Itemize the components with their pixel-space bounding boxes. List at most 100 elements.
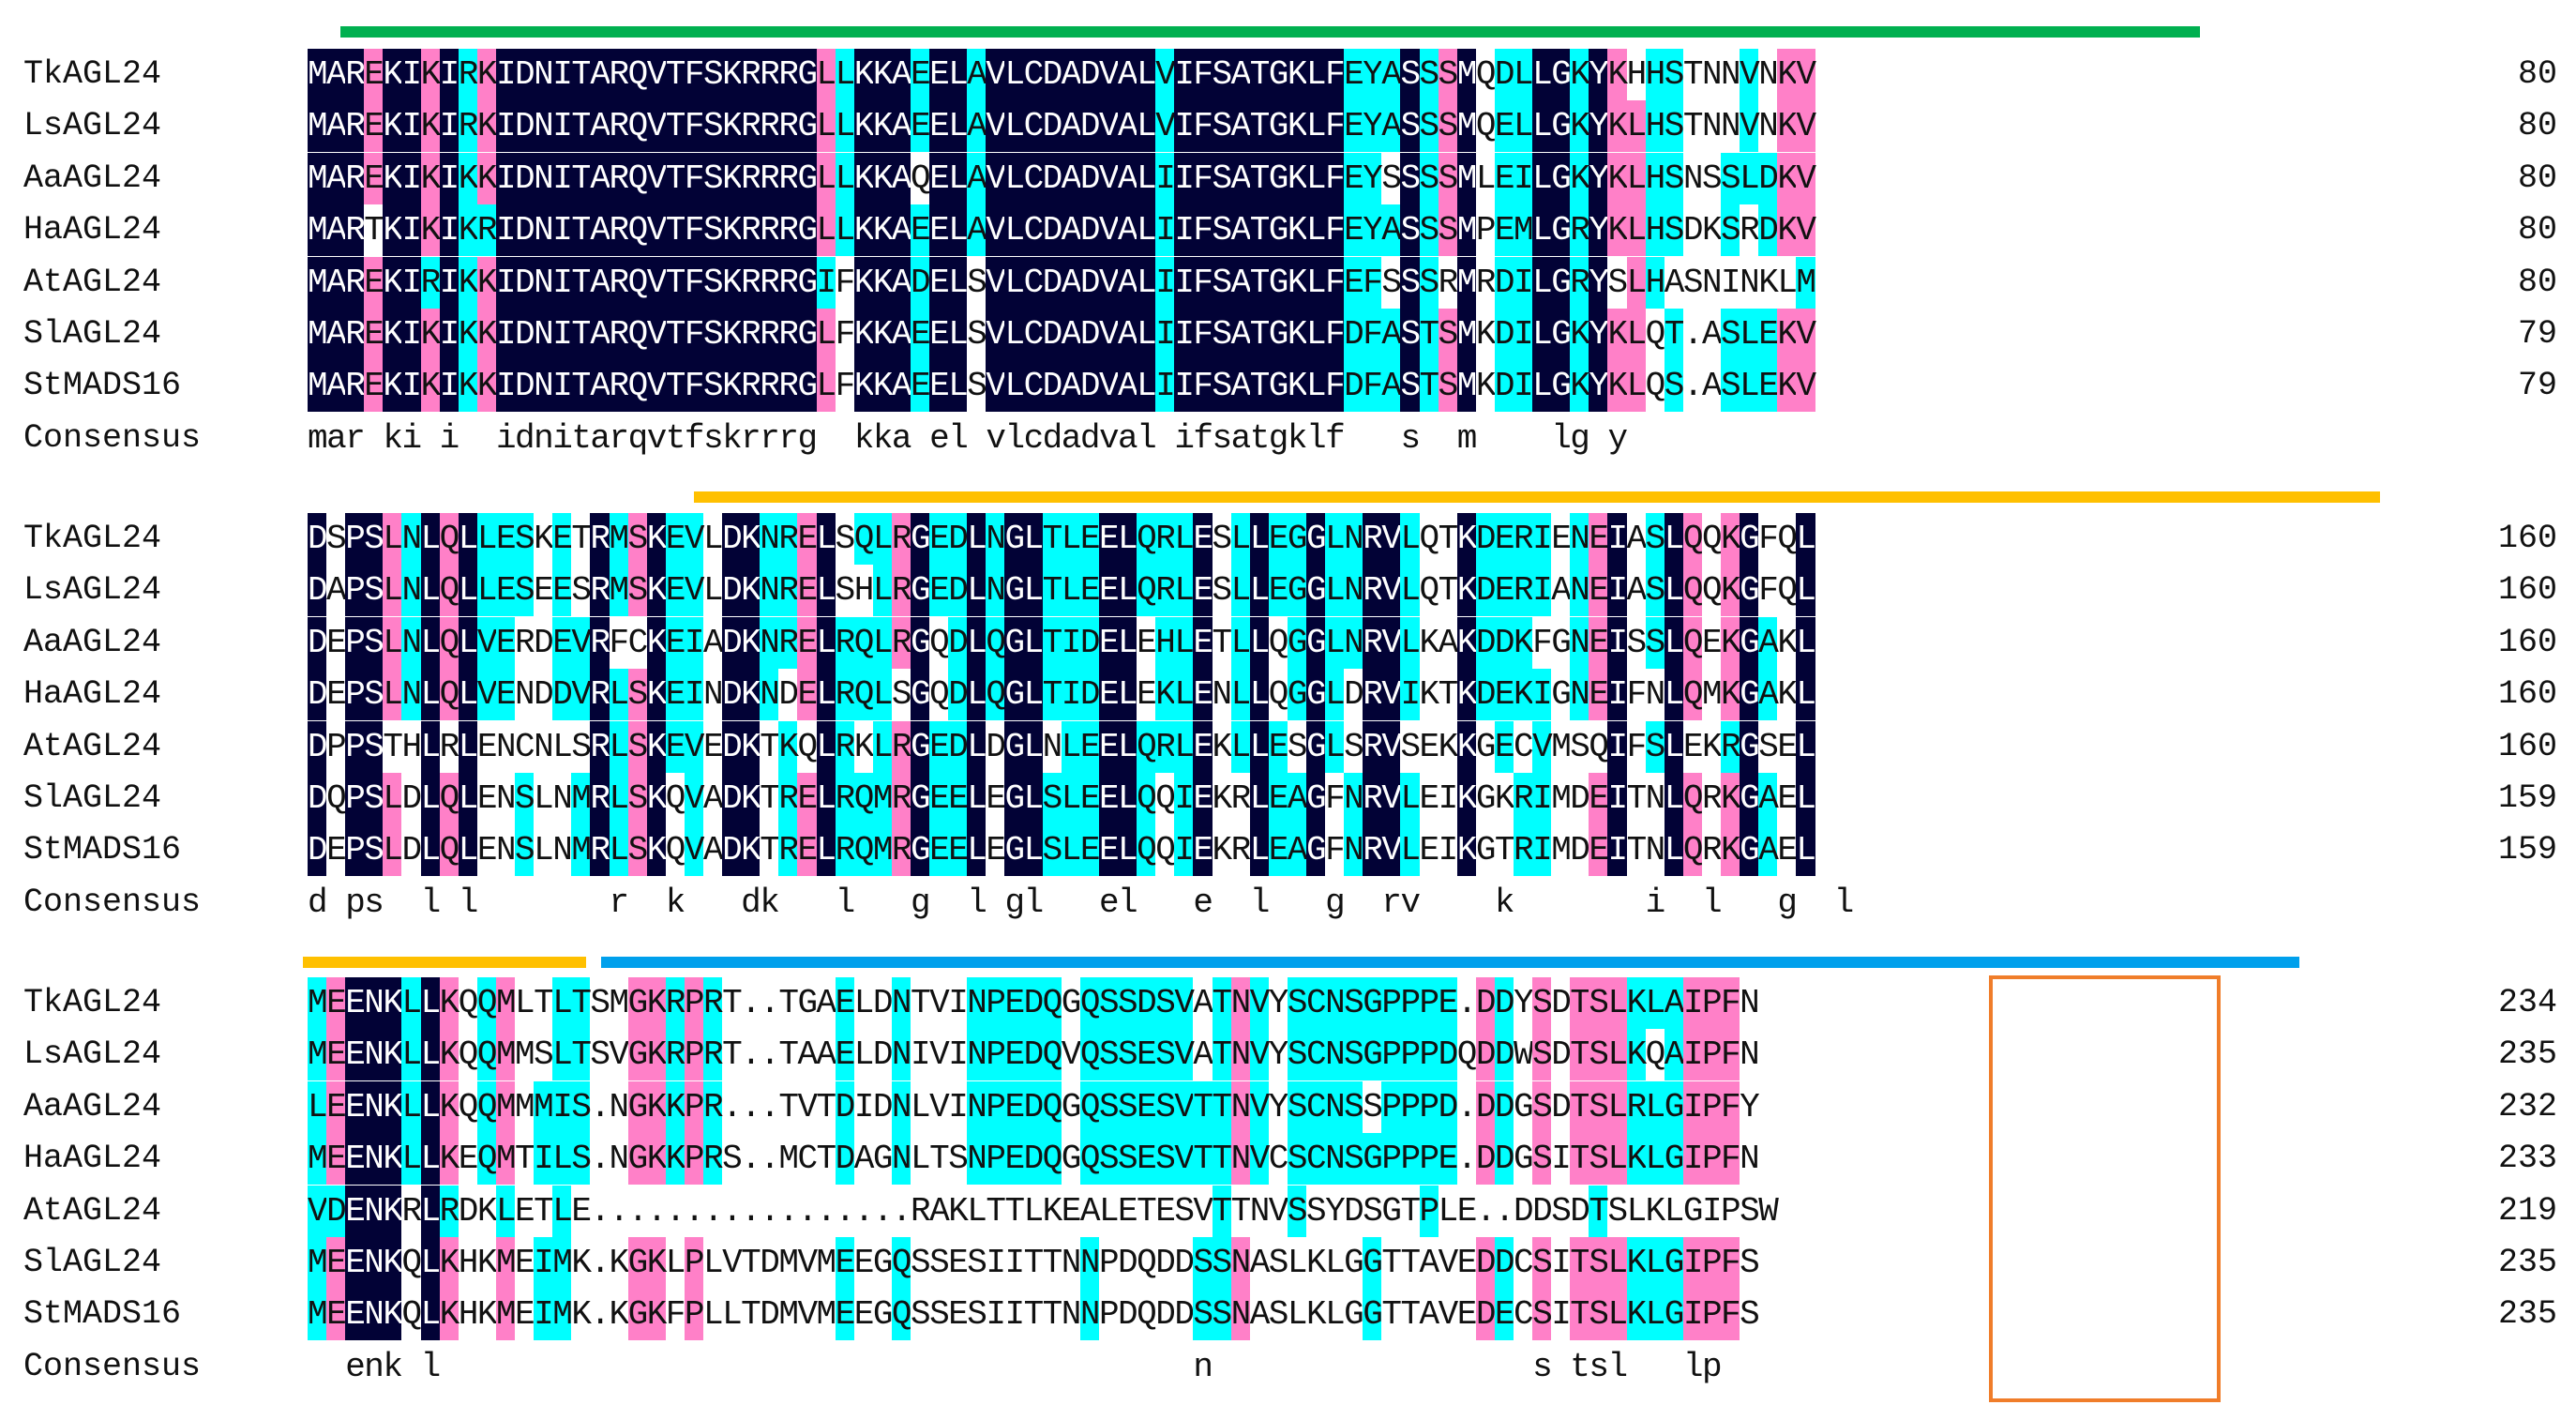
consensus-residue [1099, 1341, 1118, 1393]
residue: P [1381, 977, 1402, 1029]
residue: N [1344, 513, 1364, 565]
residue: T [571, 152, 592, 204]
residue: L [967, 773, 987, 824]
residue: N [1740, 1035, 1760, 1075]
residue: . [760, 1035, 780, 1075]
residue: K [722, 309, 743, 360]
residue: D [1174, 1244, 1195, 1282]
residue: M [534, 1080, 554, 1133]
consensus-residue: l [420, 883, 442, 922]
residue: L [534, 831, 554, 870]
residue: A [326, 49, 347, 100]
residue: A [1701, 315, 1723, 354]
residue: R [609, 256, 629, 309]
residue: I [684, 669, 704, 721]
residue: E [1494, 669, 1515, 721]
residue: T [1682, 107, 1704, 146]
residue: E [1494, 100, 1515, 153]
residue: A [1061, 360, 1081, 413]
residue: V [646, 256, 667, 309]
residue: H [1155, 616, 1176, 669]
consensus-residue: l [1305, 418, 1327, 458]
residue: N [552, 831, 573, 870]
residue: E [1098, 565, 1120, 617]
residue: N [1230, 1080, 1251, 1133]
residue: L [816, 720, 836, 773]
aligned-sequence: MAREKIKIRKIDNITARQVTFSKRRRGLLKKAEELAVLCD… [308, 49, 1816, 100]
residue: V [1381, 720, 1402, 773]
residue: A [1758, 669, 1779, 721]
residue: M [872, 824, 893, 877]
residue: F [665, 1295, 686, 1335]
consensus-residue: r [778, 418, 799, 458]
consensus-residue [401, 877, 420, 929]
consensus-residue: g [1777, 883, 1798, 922]
residue: T [741, 1244, 761, 1282]
residue: C [1514, 1244, 1534, 1282]
residue: L [458, 669, 478, 721]
residue: L [420, 1237, 441, 1289]
residue: K [439, 1080, 459, 1133]
residue: D [1475, 977, 1496, 1029]
residue: L [1023, 565, 1044, 617]
residue: G [1664, 1080, 1684, 1133]
residue: L [1740, 309, 1760, 360]
residue: K [853, 727, 875, 766]
residue: A [929, 1191, 950, 1231]
residue: G [1268, 309, 1288, 360]
residue: L [702, 520, 724, 558]
residue: E [1268, 565, 1288, 617]
residue: E [1589, 513, 1609, 565]
residue: Q [627, 49, 648, 100]
residue: D [1494, 49, 1515, 100]
residue: S [1400, 309, 1421, 360]
residue: D [948, 513, 969, 565]
residue: N [760, 669, 780, 721]
residue: R [702, 1133, 724, 1186]
residue: F [1532, 623, 1553, 662]
residue: S [1118, 1029, 1138, 1081]
residue: L [665, 1244, 686, 1282]
consensus-residue [778, 877, 797, 929]
residue: L [1004, 360, 1025, 413]
residue: E [1456, 1295, 1478, 1335]
residue: N [534, 727, 554, 766]
residue: K [646, 513, 667, 565]
residue: E [665, 565, 685, 617]
residue: . [778, 1191, 799, 1231]
residue: D [1494, 1133, 1515, 1186]
residue: Q [1079, 977, 1100, 1029]
residue: E [1589, 669, 1609, 721]
residue: E [929, 204, 950, 257]
residue: S [1400, 360, 1421, 413]
residue: T [665, 100, 685, 153]
residue: F [1325, 309, 1346, 360]
residue: S [929, 1295, 950, 1335]
consensus-residue [703, 877, 722, 929]
residue: K [872, 309, 893, 360]
residue: N [1325, 1029, 1346, 1081]
consensus-residue [1495, 413, 1514, 464]
residue: I [1607, 669, 1628, 721]
residue: K [1645, 1191, 1666, 1231]
residue: I [495, 360, 517, 413]
consensus-residue: r [741, 418, 761, 458]
residue: V [1438, 1244, 1459, 1282]
residue: M [308, 977, 328, 1029]
residue: S [571, 571, 592, 611]
residue: G [1664, 1289, 1684, 1341]
residue: G [911, 824, 931, 877]
residue: K [609, 1244, 630, 1282]
consensus-residue: d [1079, 418, 1101, 458]
residue: R [1363, 513, 1383, 565]
residue: S [1344, 1080, 1364, 1133]
residue: E [495, 616, 517, 669]
residue: L [420, 1080, 441, 1133]
residue: T [571, 100, 592, 153]
residue: I [439, 360, 459, 413]
residue: S [1664, 360, 1684, 413]
residue: M [1701, 675, 1723, 715]
residue: K [1570, 309, 1590, 360]
residue: E [1137, 675, 1157, 715]
